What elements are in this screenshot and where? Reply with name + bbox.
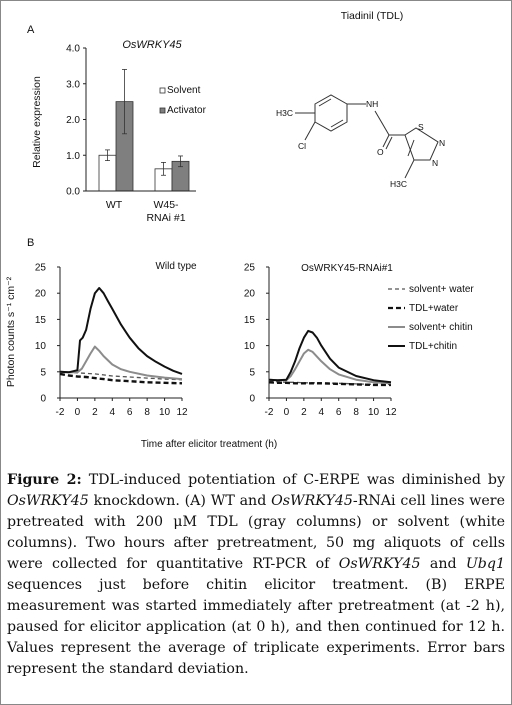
ring-double-bond (330, 119, 344, 128)
figure-caption: Figure 2: TDL-induced potentiation of C-… (7, 470, 505, 680)
panel-a-y-tick-label: 1.0 (66, 151, 80, 162)
panel-a-bars (98, 69, 190, 192)
panel-b-x-tick-label: 8 (144, 407, 150, 418)
panel-b-x-tick-label: 6 (336, 407, 342, 418)
atom-s: S (418, 122, 424, 132)
panel-b-ylabel: Photon counts s⁻¹ cm⁻² (5, 276, 17, 387)
chloro-bond (304, 121, 316, 141)
panel-b-legend: solvent+ water TDL+water solvent+ chitin… (388, 284, 474, 352)
panel-b-x-tick-label: 0 (75, 407, 81, 418)
panel-a-title: OsWRKY45 (122, 39, 182, 51)
panel-b-x-tick-label: 10 (368, 407, 380, 418)
panel-a-xlabel-wt: WT (106, 199, 123, 211)
legend-activator-label: Activator (167, 105, 207, 116)
panel-b-y-tick-label: 0 (40, 394, 46, 405)
series-line-tdl-water (59, 372, 183, 385)
panel-b-y-tick-label: 15 (35, 315, 47, 326)
panel-b-y-tick-label: 10 (35, 341, 47, 352)
panel-b-x-tick-label: 4 (319, 407, 325, 418)
caption-text-3: -RNAi cell lines were pretreated with 20… (7, 493, 505, 572)
panel-b-left-title: Wild type (155, 261, 197, 272)
panel-b-x-tick-label: 4 (110, 407, 116, 418)
thiadiazole-ring (404, 127, 439, 161)
panel-b-y-tick-label: 15 (244, 315, 256, 326)
panel-b-xlabel: Time after elicitor treatment (h) (141, 439, 277, 450)
caption-gene-1: OsWRKY45 (7, 493, 89, 509)
legend-solvent-chitin-label: solvent+ chitin (409, 322, 473, 333)
panel-a-y-tick-label: 2.0 (66, 115, 80, 126)
ring-double-bond (318, 98, 332, 107)
series-line-tdl-water (268, 381, 391, 387)
panel-a-y-tick-label: 4.0 (66, 44, 80, 55)
series-line-tdl-chitin (59, 287, 183, 375)
panel-b-y-tick-label: 5 (249, 367, 255, 378)
carbonyl-bond (385, 136, 393, 150)
panel-b-x-tick-label: 10 (159, 407, 171, 418)
caption-gene-4: Ubq1 (465, 556, 505, 572)
structure-atom-labels: H3C Cl NH O S N N H3C (276, 99, 445, 189)
caption-text-5: sequences just before chitin elicitor tr… (7, 577, 505, 677)
panel-b-y-tick-label: 5 (40, 367, 46, 378)
ring-methyl-bond (404, 159, 415, 179)
caption-gene-3: OsWRKY45 (338, 556, 421, 572)
panel-b-x-tick-label: 2 (301, 407, 307, 418)
panel-b-x-tick-label: -2 (265, 407, 274, 418)
panel-b-y-tick-label: 0 (249, 394, 255, 405)
caption-text-2: knockdown. (A) WT and (93, 493, 267, 509)
panel-b-x-tick-label: 0 (284, 407, 290, 418)
legend-tdl-water-label: TDL+water (409, 303, 459, 314)
atom-n2: N (432, 158, 438, 168)
panel-a-xlabel-rnai-line1: W45- (153, 199, 179, 211)
legend-tdl-chitin-label: TDL+chitin (409, 341, 457, 352)
panel-b-y-tick-label: 10 (244, 341, 256, 352)
caption-label: Figure 2: (7, 472, 82, 488)
panel-b-x-tick-label: 6 (127, 407, 133, 418)
panel-b-y-tick-label: 25 (244, 263, 256, 274)
atom-h3c-bottom: H3C (390, 179, 407, 189)
panel-b-x-tick-label: 8 (353, 407, 359, 418)
panel-a-label: A (27, 24, 35, 36)
series-line-solvent-chitin (59, 345, 183, 381)
atom-cl: Cl (298, 141, 306, 151)
panel-a-y-tick-label: 3.0 (66, 79, 80, 90)
legend-solvent-water-label: solvent+ water (409, 284, 474, 295)
panel-a-ylabel: Relative expression (31, 76, 43, 168)
panel-a-xlabel-rnai-line2: RNAi #1 (146, 212, 185, 224)
caption-text-4: and (429, 556, 457, 572)
panel-a-y-tick-label: 0.0 (66, 187, 80, 198)
panel-b-label: B (27, 237, 34, 249)
benzene-ring (314, 94, 348, 132)
panel-a-y-ticks: 0.0 1.0 2.0 3.0 4.0 (66, 44, 86, 198)
atom-h3c-top: H3C (276, 108, 293, 118)
amide-c-bond (374, 110, 390, 136)
thiadiazole-double-bond (407, 139, 415, 157)
panel-b-x-tick-label: 12 (385, 407, 397, 418)
panel-b-y-tick-label: 20 (35, 289, 47, 300)
caption-gene-2: OsWRKY45 (271, 493, 353, 509)
legend-solvent-label: Solvent (167, 85, 201, 96)
panel-b-x-tick-label: 12 (176, 407, 188, 418)
tiadinil-structure (295, 94, 439, 179)
legend-solvent-swatch (159, 87, 166, 94)
carbonyl-bond (382, 134, 390, 148)
panel-b-y-tick-label: 25 (35, 263, 47, 274)
atom-nh: NH (366, 99, 378, 109)
atom-o: O (377, 147, 384, 157)
panel-b-x-tick-label: 2 (92, 407, 98, 418)
panel-b-right-title: OsWRKY45-RNAi#1 (301, 263, 393, 274)
series-line-tdl-chitin (268, 329, 392, 384)
panel-b-y-tick-label: 20 (244, 289, 256, 300)
figure-graphic: A OsWRKY45 Relative expression 0.0 1.0 2.0… (5, 10, 474, 450)
caption-text-1: TDL-induced potentiation of C-ERPE was d… (88, 472, 506, 488)
panel-b-x-tick-label: -2 (56, 407, 65, 418)
structure-title: Tiadinil (TDL) (341, 10, 404, 22)
legend-activator-swatch (159, 107, 166, 114)
atom-n1: N (439, 138, 445, 148)
